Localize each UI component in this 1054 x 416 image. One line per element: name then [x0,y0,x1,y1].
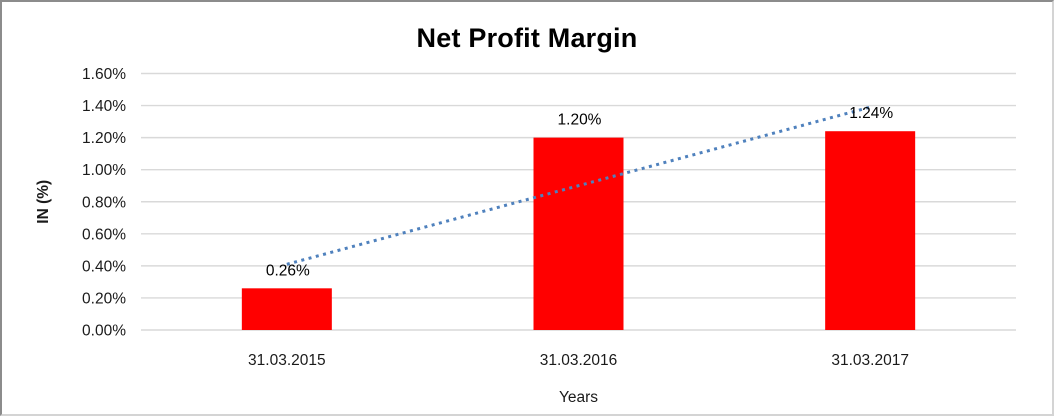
y-tick-label: 0.80% [82,194,126,211]
x-tick-label: 31.03.2017 [831,352,909,369]
y-tick-label: 1.40% [82,98,126,115]
bar [241,288,332,330]
bar [825,131,916,330]
bar-value-label: 0.26% [266,262,310,279]
y-tick-label: 1.20% [82,130,126,147]
bar-value-label: 1.24% [849,105,893,122]
x-tick-label: 31.03.2016 [540,352,618,369]
x-tick-label: 31.03.2015 [248,352,326,369]
chart-title: Net Profit Margin [416,23,638,53]
y-tick-label: 1.60% [82,66,126,83]
bar [533,137,624,330]
x-axis-title: Years [559,389,598,406]
y-tick-label: 0.40% [82,258,126,275]
y-tick-label: 0.20% [82,290,126,307]
y-tick-label: 0.00% [82,323,126,340]
y-axis-title: IN (%) [35,180,52,224]
bar-value-label: 1.20% [558,112,602,129]
y-tick-label: 0.60% [82,226,126,243]
trendline [286,105,871,266]
y-tick-label: 1.00% [82,162,126,179]
